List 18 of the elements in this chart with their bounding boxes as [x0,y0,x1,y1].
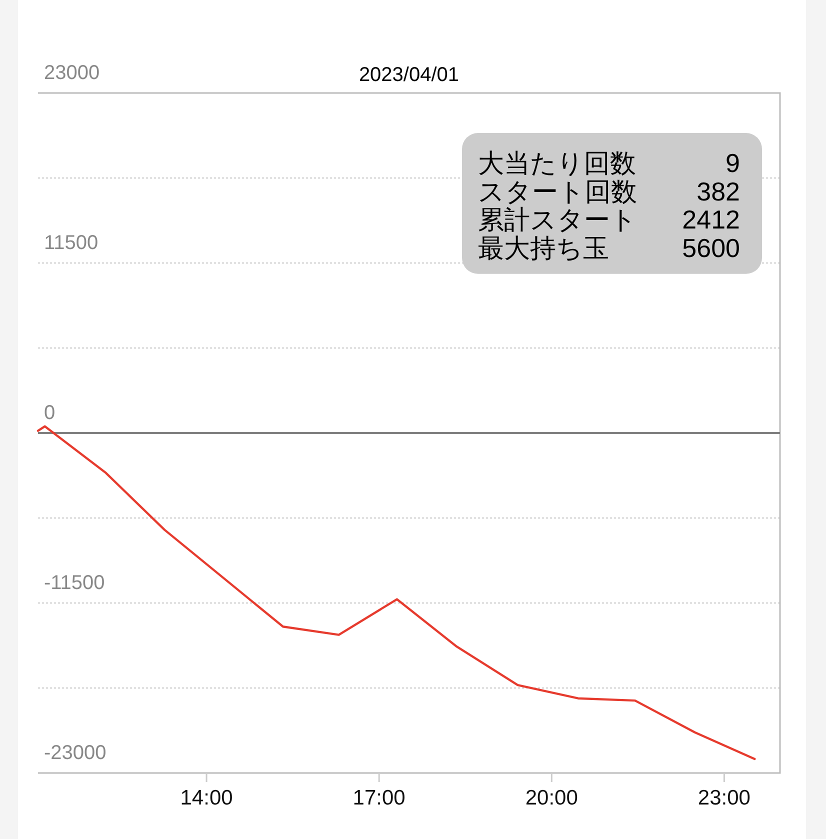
y-tick-label: 11500 [44,232,98,254]
annotation: 2412 [682,204,740,235]
x-tick-label: 23:00 [698,786,750,810]
y-tick-label: -11500 [44,572,105,594]
y-tick-label: -23000 [44,742,106,764]
annotation: 9 [726,148,740,178]
annotation: 累計スタート [478,204,637,235]
y-tick-label: 23000 [44,62,100,84]
annotation: 大当たり回数 [478,148,636,178]
x-tick-label: 14:00 [180,786,233,810]
annotation: 382 [696,176,740,206]
x-tick-label: 20:00 [525,786,578,810]
y-tick-label: 0 [44,402,56,424]
annotation: 最大持ち玉 [478,232,609,263]
title: 2023/04/01 [358,64,460,86]
annotation: 5600 [682,232,740,263]
annotation: スタート回数 [478,176,637,206]
x-tick-label: 17:00 [352,786,406,810]
